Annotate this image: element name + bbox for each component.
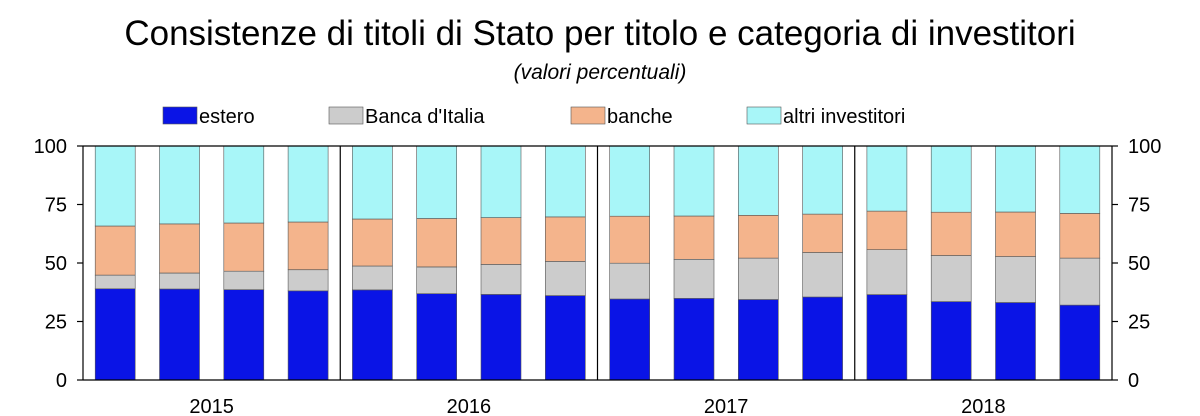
bar-segment-3-12 — [802, 213, 843, 253]
bar-segment-1-10 — [673, 297, 715, 381]
bar-segment-1-6 — [416, 293, 458, 381]
y-tick-label-right-100: 100 — [1128, 136, 1161, 158]
bar-segment-4-6 — [416, 145, 458, 219]
bar-segment-2-13 — [866, 249, 908, 295]
bar-segment-1-9 — [609, 298, 651, 381]
bar-segment-3-8 — [544, 216, 586, 262]
y-tick-label-right-25: 25 — [1128, 312, 1150, 334]
bar-segment-4-7 — [480, 145, 522, 218]
bar-segment-2-2 — [159, 272, 200, 290]
bar-segment-4-11 — [737, 145, 779, 216]
bar-segment-3-1 — [94, 225, 136, 276]
legend-swatch-4 — [746, 106, 782, 125]
bar-segment-4-9 — [609, 145, 651, 217]
bar-segment-3-9 — [609, 215, 651, 264]
bar-segment-2-8 — [544, 261, 586, 296]
bar-segment-4-5 — [352, 145, 393, 220]
bar-segment-1-1 — [94, 288, 136, 381]
legend-swatch-3 — [570, 106, 606, 125]
bar-segment-4-15 — [995, 145, 1036, 213]
y-tick-label-right-0: 0 — [1128, 370, 1139, 392]
bar-segment-2-14 — [930, 255, 972, 302]
x-tick-label-2015: 2015 — [189, 396, 234, 416]
bar-segment-1-15 — [995, 302, 1036, 381]
bar-segment-2-6 — [416, 266, 458, 295]
bar-segment-1-8 — [544, 295, 586, 381]
bar-segment-4-2 — [159, 145, 200, 225]
x-tick-label-2016: 2016 — [447, 396, 492, 416]
legend-swatch-2 — [328, 106, 364, 125]
x-tick-label-2018: 2018 — [961, 396, 1006, 416]
bar-segment-2-11 — [737, 257, 779, 300]
bar-segment-4-3 — [223, 145, 265, 224]
bar-segment-1-3 — [223, 289, 265, 381]
bar-segment-3-5 — [352, 218, 393, 267]
bar-segment-3-16 — [1059, 213, 1101, 259]
y-tick-label-right-50: 50 — [1128, 253, 1150, 275]
legend-label-2: Banca d'Italia — [365, 106, 485, 128]
bar-segment-3-7 — [480, 217, 522, 265]
bar-segment-1-4 — [287, 290, 329, 381]
bar-segment-1-14 — [930, 301, 972, 381]
bar-segment-3-13 — [866, 210, 908, 251]
y-tick-label-left-75: 75 — [45, 195, 67, 217]
bar-segment-3-15 — [995, 211, 1036, 257]
bar-segment-1-2 — [159, 288, 200, 381]
bar-segment-4-12 — [802, 145, 843, 215]
bar-segment-3-4 — [287, 221, 329, 271]
bar-segment-4-8 — [544, 145, 586, 218]
bar-segment-4-16 — [1059, 145, 1101, 214]
bar-segment-2-9 — [609, 262, 651, 300]
bar-segment-2-16 — [1059, 257, 1101, 306]
bar-segment-1-5 — [352, 289, 393, 381]
bar-segment-4-4 — [287, 145, 329, 223]
chart-subtitle: (valori percentuali) — [513, 61, 687, 84]
bar-segment-2-4 — [287, 269, 329, 292]
bar-segment-1-13 — [866, 294, 908, 381]
legend-label-4: altri investitori — [783, 106, 905, 128]
bar-segment-1-16 — [1059, 304, 1101, 381]
bar-segment-2-3 — [223, 270, 265, 291]
y-tick-label-left-50: 50 — [45, 253, 67, 275]
bar-segment-2-15 — [995, 256, 1036, 303]
y-tick-label-left-0: 0 — [56, 370, 67, 392]
bar-segment-4-1 — [94, 145, 136, 227]
bar-segment-1-12 — [802, 296, 843, 381]
bar-segment-1-11 — [737, 299, 779, 381]
bar-segment-3-14 — [930, 211, 972, 256]
bar-segment-3-2 — [159, 223, 200, 274]
bar-segment-2-5 — [352, 265, 393, 291]
y-tick-label-left-100: 100 — [34, 136, 67, 158]
bar-segment-4-14 — [930, 145, 972, 213]
bar-segment-2-12 — [802, 252, 843, 298]
legend-label-3: banche — [607, 106, 673, 128]
bar-segment-1-7 — [480, 294, 522, 381]
chart-title: Consistenze di titoli di Stato per titol… — [124, 14, 1076, 53]
bar-segment-2-1 — [94, 274, 136, 290]
bar-segment-2-7 — [480, 264, 522, 295]
bar-segment-4-13 — [866, 145, 908, 212]
bar-segment-4-10 — [673, 145, 715, 217]
y-tick-label-left-25: 25 — [45, 312, 67, 334]
bar-segment-2-10 — [673, 258, 715, 299]
legend-swatch-1 — [162, 106, 198, 125]
x-tick-label-2017: 2017 — [704, 396, 749, 416]
bar-segment-3-10 — [673, 215, 715, 260]
bar-segment-3-6 — [416, 218, 458, 268]
y-tick-label-right-75: 75 — [1128, 195, 1150, 217]
bar-segment-3-11 — [737, 215, 779, 259]
bar-segment-3-3 — [223, 222, 265, 272]
legend-label-1: estero — [199, 106, 255, 128]
